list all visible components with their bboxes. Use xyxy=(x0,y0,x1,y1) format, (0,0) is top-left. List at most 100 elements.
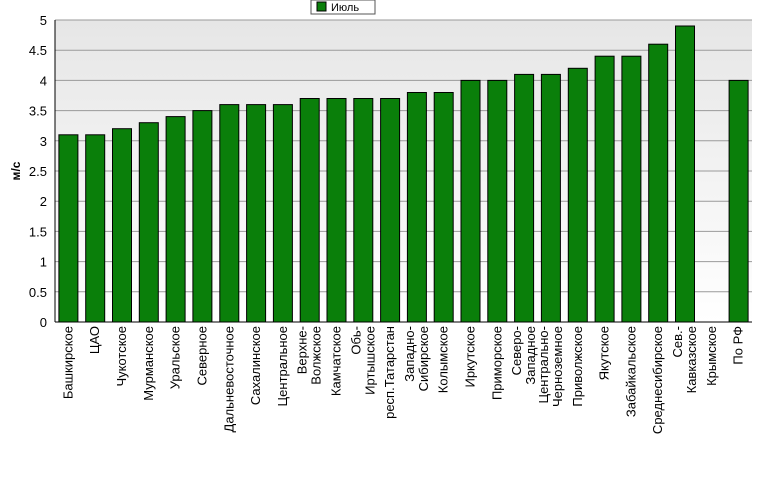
bar xyxy=(540,73,561,323)
x-tick-label: Обь- Иртышское xyxy=(348,326,377,395)
x-tick-label-line: Иркутское xyxy=(463,326,478,388)
x-tick-label-line: Волжское xyxy=(309,326,324,385)
x-tick-label-line: Мурманское xyxy=(141,326,156,401)
bar xyxy=(675,25,695,323)
x-tick-label: Якутское xyxy=(597,326,612,380)
x-tick-label-line: Верхне- xyxy=(295,326,310,374)
x-tick-label: Среднесибирское xyxy=(650,326,665,434)
x-tick-label-line: Якутское xyxy=(597,326,612,380)
x-tick-label-line: Забайкальское xyxy=(623,326,638,417)
bars xyxy=(58,25,749,323)
bar xyxy=(353,98,374,323)
bar xyxy=(648,43,669,323)
x-tick-label: респ.Татарстан xyxy=(382,326,397,419)
x-tick-label-line: Сибирское xyxy=(416,326,431,391)
y-tick-label: 1.5 xyxy=(29,224,47,239)
x-tick-label: Камчатское xyxy=(329,326,344,396)
bar xyxy=(192,110,213,323)
bar xyxy=(621,55,642,323)
bar xyxy=(567,67,588,323)
x-tick-label: По РФ xyxy=(731,326,746,365)
bar xyxy=(272,104,293,323)
x-tick-label: Чукотское xyxy=(114,326,129,387)
x-tick-labels: Башкирское ЦАО Чукотское Мурманское Уральско… xyxy=(60,326,745,434)
bar xyxy=(433,92,454,323)
bar xyxy=(728,79,749,323)
x-tick-label-line: Крымское xyxy=(704,326,719,386)
x-tick-label-line: Башкирское xyxy=(60,326,75,399)
y-tick-label: 1 xyxy=(40,255,47,270)
x-tick-label: Приволжское xyxy=(570,326,585,407)
x-tick-label-line: Иртышское xyxy=(362,326,377,395)
y-tick-label: 3.5 xyxy=(29,104,47,119)
bar xyxy=(165,116,186,323)
bar xyxy=(85,134,106,323)
x-tick-label-line: Северное xyxy=(194,326,209,385)
x-tick-label: Башкирское xyxy=(60,326,75,399)
x-tick-label: ЦАО xyxy=(87,326,102,354)
y-tick-label: 4 xyxy=(40,73,47,88)
x-tick-label-line: Обь- xyxy=(348,326,363,355)
x-tick-label: Западно- Сибирское xyxy=(402,326,431,391)
bar xyxy=(460,79,481,323)
x-tick-label-line: Центрально- xyxy=(536,326,551,404)
x-tick-label-line: Центральное xyxy=(275,326,290,406)
x-tick-label: Уральское xyxy=(168,326,183,389)
x-tick-label-line: Приморское xyxy=(489,326,504,400)
x-tick-label-line: Сев.- xyxy=(670,326,685,357)
x-tick-label: Северное xyxy=(194,326,209,385)
x-tick-label: Северо- Западное xyxy=(509,326,538,385)
legend-swatch xyxy=(316,1,327,12)
bar xyxy=(246,104,267,323)
y-tick-label: 4.5 xyxy=(29,43,47,58)
bar xyxy=(58,134,79,323)
x-tick-label-line: Приволжское xyxy=(570,326,585,407)
x-tick-label-line: Черноземное xyxy=(550,326,565,407)
bar xyxy=(487,79,508,323)
x-tick-label: Крымское xyxy=(704,326,719,386)
x-tick-label: Мурманское xyxy=(141,326,156,401)
y-tick-label: 0 xyxy=(40,315,47,330)
bar xyxy=(594,55,615,323)
bar xyxy=(299,98,320,323)
legend: Июль xyxy=(310,0,376,15)
x-tick-label-line: Чукотское xyxy=(114,326,129,387)
x-tick-label-line: Камчатское xyxy=(329,326,344,396)
bar xyxy=(380,98,401,323)
x-tick-label-line: ЦАО xyxy=(87,326,102,354)
x-tick-label: Верхне- Волжское xyxy=(295,326,324,385)
y-tick-label: 0.5 xyxy=(29,285,47,300)
y-tick-labels: 0 0.5 1 1.5 2 2.5 3 3.5 4 4.5 5 xyxy=(29,13,47,330)
x-tick-label: Забайкальское xyxy=(623,326,638,417)
axes xyxy=(54,20,752,323)
x-tick-label: Центрально- Черноземное xyxy=(536,326,565,407)
x-tick-label: Сев.- Кавказское xyxy=(670,326,699,393)
x-tick-label: Приморское xyxy=(489,326,504,400)
legend-label: Июль xyxy=(331,2,359,14)
bar xyxy=(514,73,535,323)
bar xyxy=(138,122,159,323)
legend-box xyxy=(310,0,376,15)
x-tick-label: Колымское xyxy=(436,326,451,393)
x-tick-label-line: Уральское xyxy=(168,326,183,389)
x-tick-label-line: Среднесибирское xyxy=(650,326,665,434)
x-tick-label-line: Западное xyxy=(523,326,538,385)
bar xyxy=(326,98,347,323)
x-tick-label: Дальневосточное xyxy=(221,326,236,432)
x-tick-label-line: респ.Татарстан xyxy=(382,326,397,419)
bar xyxy=(219,104,240,323)
y-axis-label: м/с xyxy=(9,161,23,180)
y-tick-label: 3 xyxy=(40,134,47,149)
y-tick-label: 2 xyxy=(40,194,47,209)
bar xyxy=(406,92,427,323)
y-tick-label: 2.5 xyxy=(29,164,47,179)
x-tick-label: Центральное xyxy=(275,326,290,406)
x-tick-label-line: Западно- xyxy=(402,326,417,382)
x-tick-label-line: По РФ xyxy=(731,326,746,365)
x-tick-label: Иркутское xyxy=(463,326,478,388)
x-tick-label-line: Северо- xyxy=(509,326,524,375)
y-tick-label: 5 xyxy=(40,13,47,28)
bar xyxy=(112,128,132,323)
x-tick-label-line: Сахалинское xyxy=(248,326,263,405)
